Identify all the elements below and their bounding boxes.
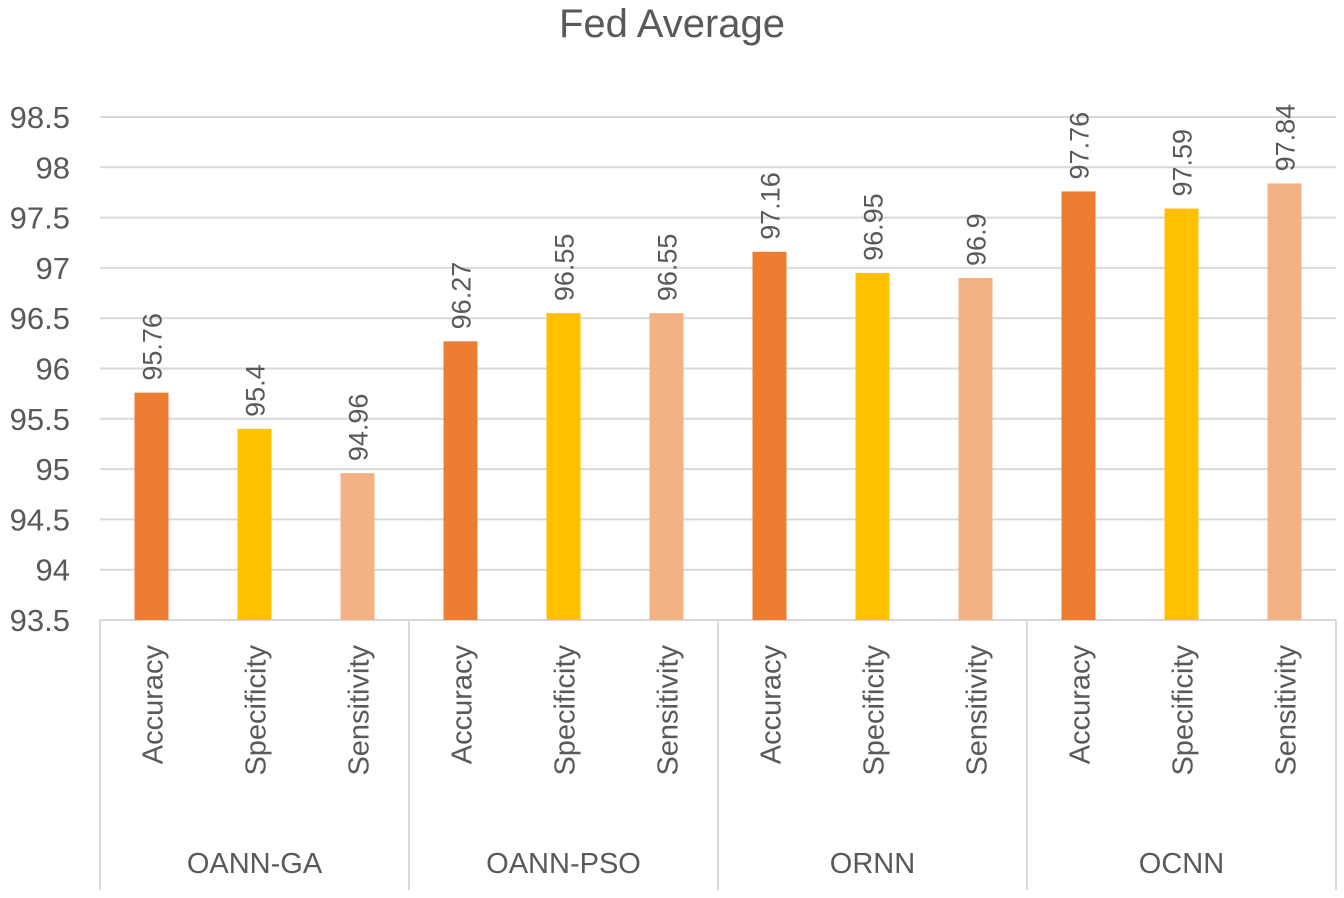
data-label: 96.55 [550, 234, 580, 302]
bar [649, 313, 684, 620]
bar [752, 251, 787, 620]
bar [134, 392, 169, 620]
group-label: OANN-PSO [486, 848, 641, 880]
x-tick-label: Accuracy [1065, 645, 1097, 765]
y-tick-label: 95 [36, 452, 70, 487]
data-label: 96.27 [447, 262, 477, 330]
bar [1267, 183, 1302, 620]
data-label: 97.84 [1271, 104, 1301, 172]
x-tick-label: Specificity [859, 645, 891, 776]
y-tick-label: 97.5 [10, 201, 70, 236]
data-label: 95.4 [241, 364, 271, 417]
x-tick-label: Specificity [550, 645, 582, 776]
bar [1061, 191, 1096, 620]
data-label: 96.55 [653, 234, 683, 302]
bar [340, 473, 375, 620]
x-tick-label: Sensitivity [1271, 645, 1303, 776]
x-tick-label: Sensitivity [962, 645, 994, 776]
bar [958, 277, 993, 620]
y-tick-label: 94.5 [10, 502, 70, 537]
chart-title: Fed Average [558, 2, 786, 46]
y-tick-label: 95.5 [10, 402, 70, 437]
x-tick-label: Sensitivity [653, 645, 685, 776]
group-label: OANN-GA [187, 848, 323, 880]
data-label: 96.9 [962, 213, 992, 266]
x-tick-label: Sensitivity [344, 645, 376, 776]
x-tick-label: Accuracy [447, 645, 479, 765]
y-tick-label: 97 [36, 251, 70, 286]
group-label: ORNN [830, 848, 915, 880]
y-tick-label: 98.5 [10, 100, 70, 135]
x-tick-label: Accuracy [138, 645, 170, 765]
data-label: 96.95 [859, 193, 889, 261]
y-tick-label: 96 [36, 352, 70, 387]
y-tick-label: 94 [36, 553, 70, 588]
bar [546, 313, 581, 620]
x-tick-label: Accuracy [756, 645, 788, 765]
bar [237, 428, 272, 620]
data-label: 97.76 [1065, 112, 1095, 180]
y-tick-label: 96.5 [10, 301, 70, 336]
y-tick-label: 93.5 [10, 603, 70, 638]
data-label: 95.76 [138, 313, 168, 381]
y-tick-label: 98 [36, 150, 70, 185]
group-label: OCNN [1139, 848, 1224, 880]
bar [1164, 208, 1199, 620]
data-label: 97.16 [756, 172, 786, 240]
bar [855, 272, 890, 620]
data-label: 94.96 [344, 394, 374, 462]
x-tick-label: Specificity [241, 645, 273, 776]
x-tick-label: Specificity [1168, 645, 1200, 776]
data-label: 97.59 [1168, 129, 1198, 197]
bar [443, 341, 478, 620]
